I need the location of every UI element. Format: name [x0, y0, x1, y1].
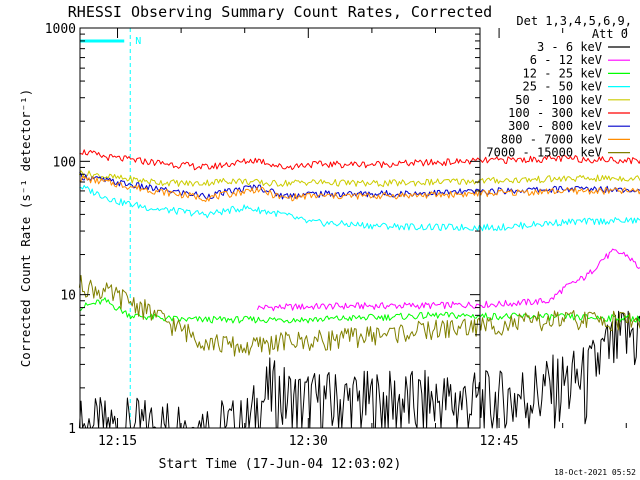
legend-label: 100 - 300 keV: [508, 106, 602, 120]
plot-background: [80, 28, 480, 428]
legend-label: 50 - 100 keV: [515, 93, 602, 107]
x-tick-label: 12:45: [480, 434, 519, 449]
legend-header-line-1: Det 1,3,4,5,6,9,: [516, 14, 632, 28]
timestamp: 18-Oct-2021 05:52: [554, 468, 636, 477]
x-tick-label: 12:30: [289, 434, 328, 449]
legend-label: 7000 - 15000 keV: [486, 146, 602, 160]
plot-area: [80, 28, 480, 428]
x-tick-label: 12:15: [98, 434, 137, 449]
legend-header-line-2: Att 0: [592, 27, 628, 41]
y-axis-label: Corrected Count Rate (s⁻¹ detector⁻¹): [18, 89, 33, 367]
series-100-to-300kev: [79, 149, 640, 171]
y-tick-label: 1: [68, 422, 76, 437]
y-tick-label: 100: [53, 155, 76, 170]
legend-label: 800 - 7000 keV: [501, 132, 602, 146]
series-6-to-12kev: [256, 248, 640, 312]
chart-title: RHESSI Observing Summary Count Rates, Co…: [68, 3, 492, 21]
legend-label: 3 - 6 keV: [537, 40, 602, 54]
legend-label: 25 - 50 keV: [523, 80, 602, 94]
series-50-to-100kev: [78, 170, 640, 188]
series-7000-to-15000kev: [78, 275, 640, 357]
legend-label: 300 - 800 keV: [508, 119, 602, 133]
y-tick-label: 10: [60, 289, 76, 304]
plot-frame: [79, 27, 481, 429]
series-25-to-50kev: [79, 185, 640, 232]
x-axis-label: Start Time (17-Jun-04 12:03:02): [159, 457, 402, 472]
legend-label: 12 - 25 keV: [523, 66, 602, 80]
observing-overlays: N: [80, 28, 141, 428]
legend-label: 6 - 12 keV: [530, 53, 602, 67]
series-800-to-7000kev: [79, 175, 640, 203]
y-tick-label: 1000: [45, 22, 76, 37]
annotation-n: N: [135, 36, 141, 47]
series-12-to-25kev: [79, 297, 640, 324]
